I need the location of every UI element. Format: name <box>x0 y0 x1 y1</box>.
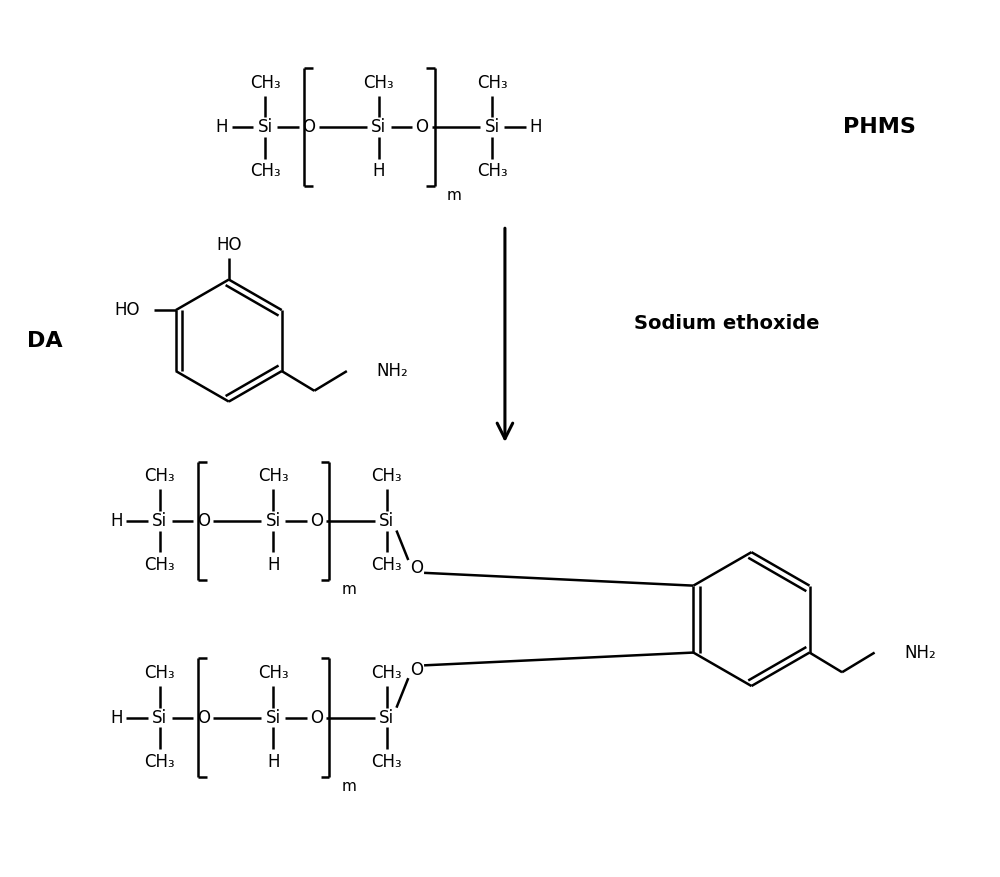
Text: CH₃: CH₃ <box>144 556 175 574</box>
Text: Si: Si <box>371 118 386 136</box>
Text: CH₃: CH₃ <box>250 74 281 92</box>
Text: O: O <box>410 661 423 680</box>
Text: Si: Si <box>152 511 167 530</box>
Text: CH₃: CH₃ <box>371 556 402 574</box>
Text: Si: Si <box>379 709 394 726</box>
Text: Si: Si <box>152 709 167 726</box>
Text: CH₃: CH₃ <box>371 752 402 771</box>
Text: H: H <box>110 511 123 530</box>
Text: DA: DA <box>27 331 62 351</box>
Text: H: H <box>110 709 123 726</box>
Text: Si: Si <box>258 118 273 136</box>
Text: CH₃: CH₃ <box>250 162 281 181</box>
Text: CH₃: CH₃ <box>144 664 175 682</box>
Text: H: H <box>216 118 228 136</box>
Text: CH₃: CH₃ <box>363 74 394 92</box>
Text: Si: Si <box>379 511 394 530</box>
Text: O: O <box>197 709 210 726</box>
Text: Si: Si <box>485 118 500 136</box>
Text: m: m <box>341 581 356 596</box>
Text: H: H <box>372 162 385 181</box>
Text: m: m <box>341 779 356 794</box>
Text: m: m <box>447 188 462 203</box>
Text: Si: Si <box>266 511 281 530</box>
Text: CH₃: CH₃ <box>258 467 289 485</box>
Text: O: O <box>416 118 429 136</box>
Text: CH₃: CH₃ <box>477 74 507 92</box>
Text: PHMS: PHMS <box>843 117 916 137</box>
Text: H: H <box>267 752 279 771</box>
Text: O: O <box>310 709 323 726</box>
Text: CH₃: CH₃ <box>144 752 175 771</box>
Text: NH₂: NH₂ <box>904 644 936 661</box>
Text: H: H <box>529 118 542 136</box>
Text: O: O <box>197 511 210 530</box>
Text: Sodium ethoxide: Sodium ethoxide <box>634 314 820 333</box>
Text: CH₃: CH₃ <box>371 664 402 682</box>
Text: O: O <box>410 559 423 577</box>
Text: NH₂: NH₂ <box>376 362 408 380</box>
Text: HO: HO <box>216 236 242 254</box>
Text: CH₃: CH₃ <box>477 162 507 181</box>
Text: CH₃: CH₃ <box>371 467 402 485</box>
Text: HO: HO <box>115 301 140 319</box>
Text: H: H <box>267 556 279 574</box>
Text: O: O <box>310 511 323 530</box>
Text: O: O <box>302 118 315 136</box>
Text: CH₃: CH₃ <box>258 664 289 682</box>
Text: CH₃: CH₃ <box>144 467 175 485</box>
Text: Si: Si <box>266 709 281 726</box>
